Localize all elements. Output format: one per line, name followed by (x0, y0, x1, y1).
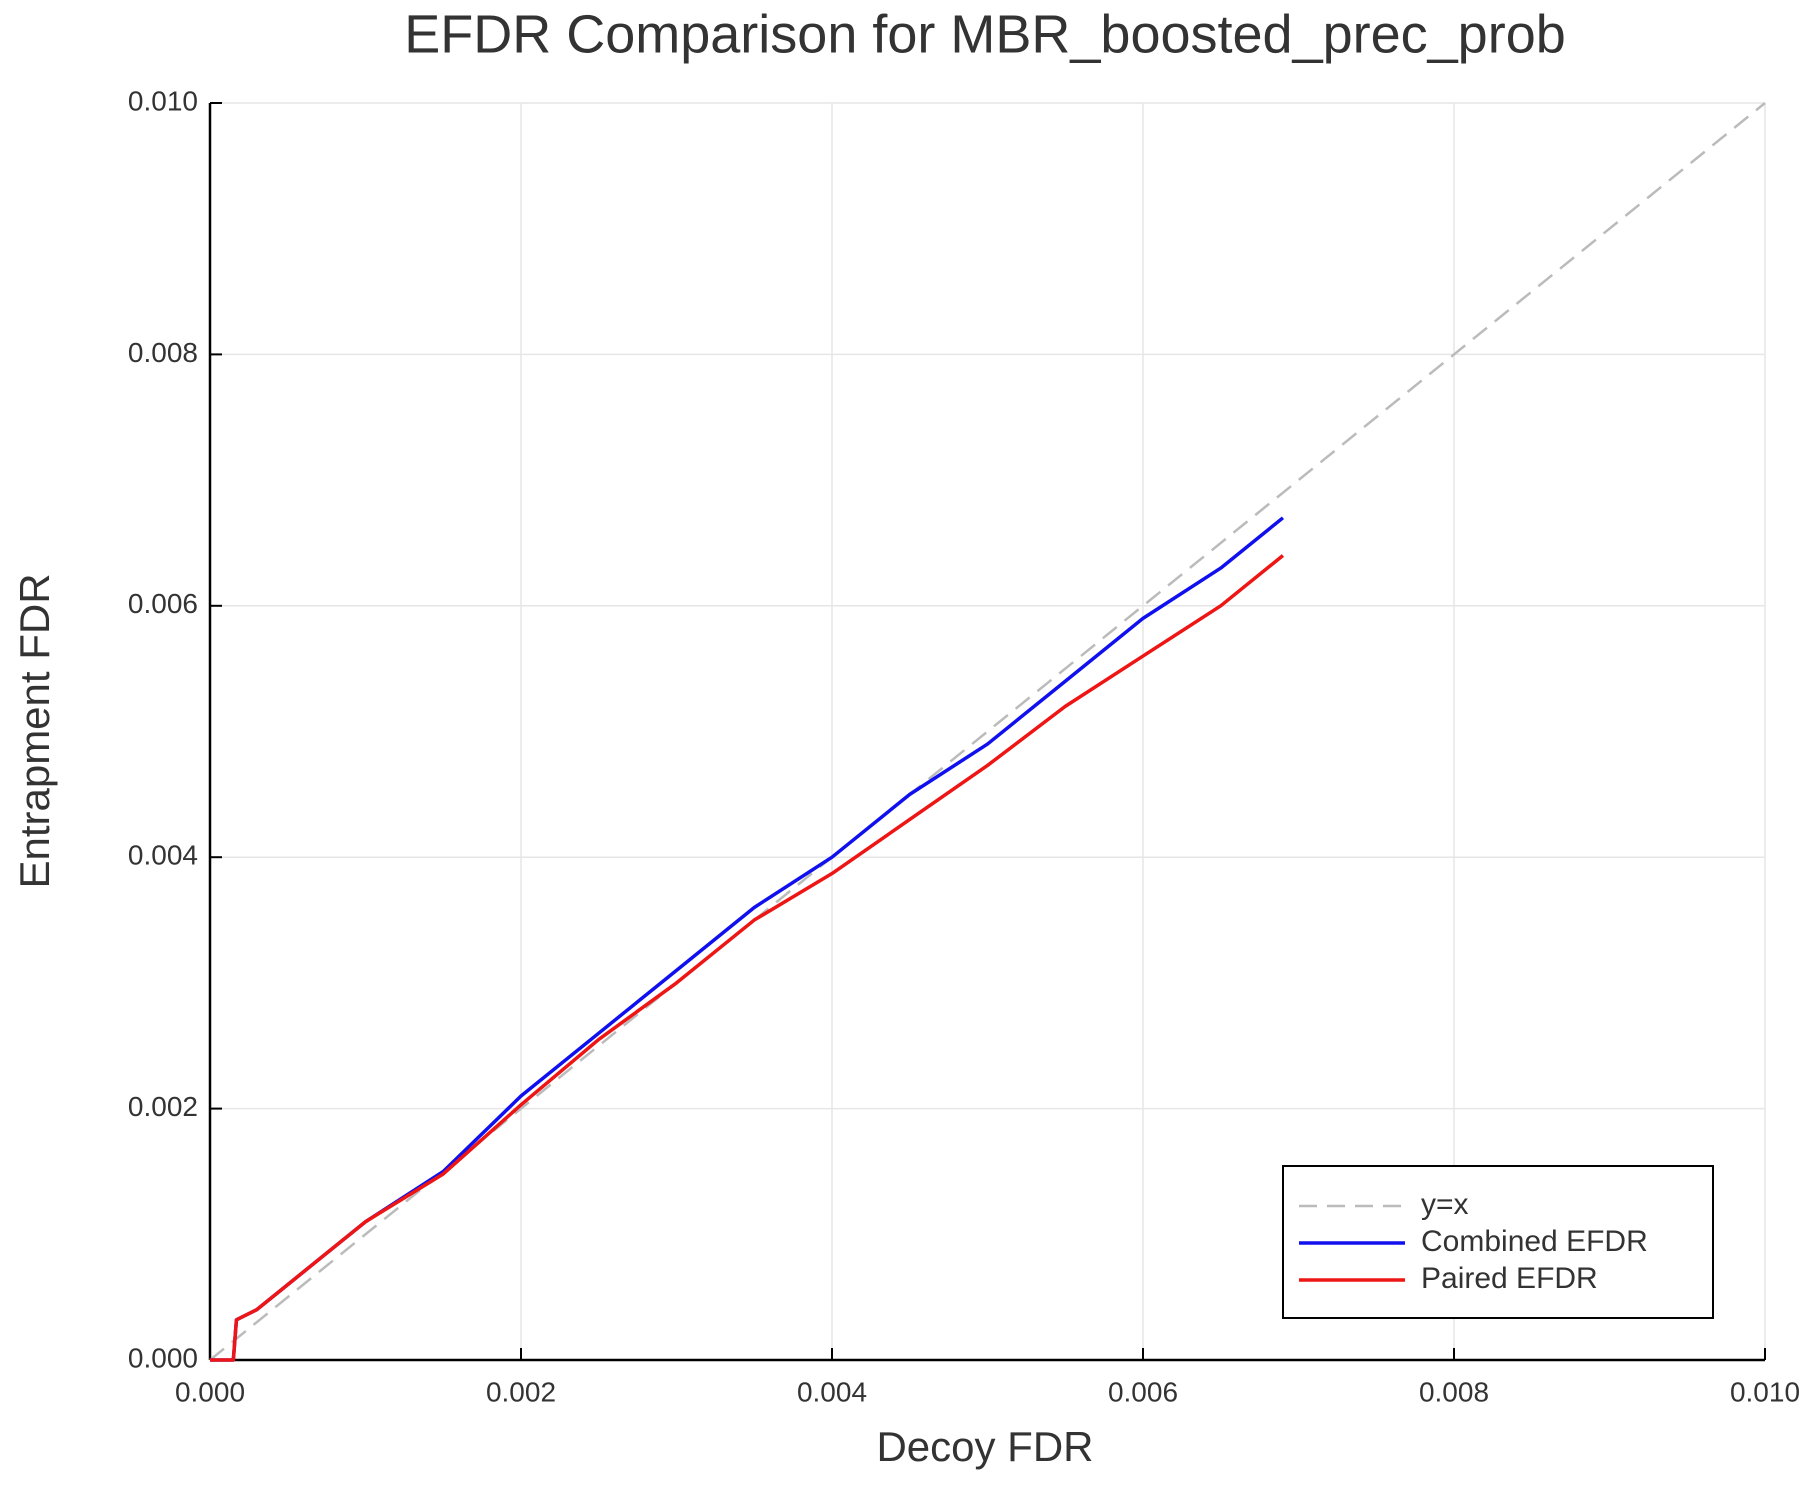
x-tick-label: 0.002 (486, 1376, 556, 1407)
legend-label: y=x (1421, 1188, 1469, 1221)
x-tick-label: 0.010 (1730, 1376, 1800, 1407)
y-tick-label: 0.004 (128, 840, 198, 871)
series-line (209, 102, 1766, 1361)
y-axis-label: Entrapment FDR (11, 573, 58, 888)
y-tick-label: 0.010 (128, 85, 198, 116)
x-tick-label: 0.000 (175, 1376, 245, 1407)
legend-label: Paired EFDR (1421, 1262, 1598, 1295)
series-line (210, 554, 1285, 1362)
x-axis-label: Decoy FDR (876, 1423, 1093, 1470)
x-tick-label: 0.004 (797, 1376, 867, 1407)
legend-label: Combined EFDR (1421, 1225, 1648, 1258)
x-tick-label: 0.006 (1108, 1376, 1178, 1407)
x-tick-label: 0.008 (1419, 1376, 1489, 1407)
y-tick-label: 0.002 (128, 1091, 198, 1122)
chart-title: EFDR Comparison for MBR_boosted_prec_pro… (404, 4, 1566, 64)
y-tick-label: 0.000 (128, 1342, 198, 1373)
series-line (210, 516, 1285, 1362)
y-tick-label: 0.006 (128, 588, 198, 619)
y-tick-label: 0.008 (128, 337, 198, 368)
